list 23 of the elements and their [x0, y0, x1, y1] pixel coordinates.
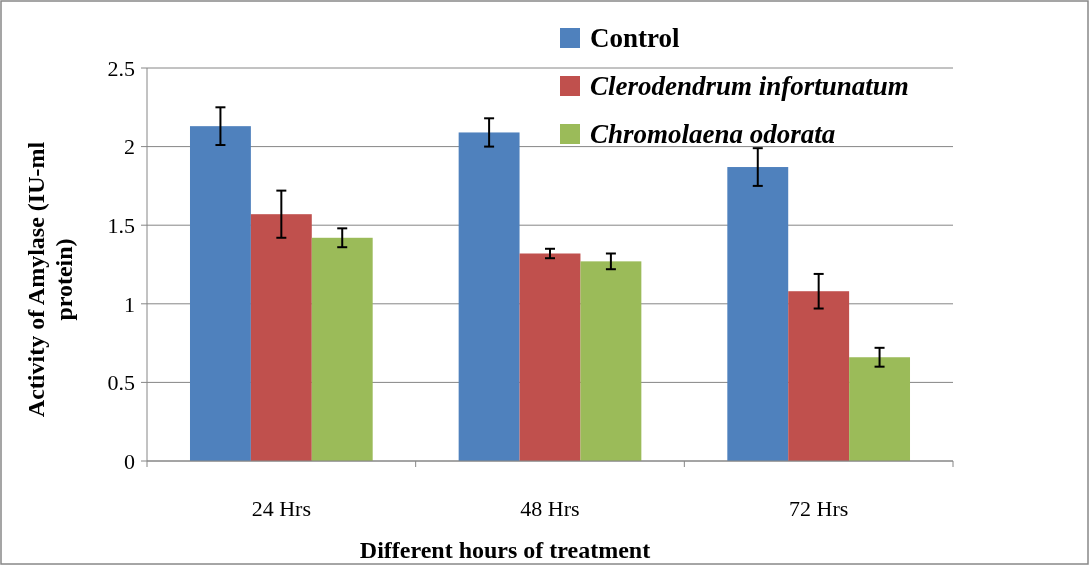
bar	[189, 126, 251, 461]
bar	[458, 132, 520, 461]
bar	[519, 253, 581, 461]
y-tick-label: 0.5	[107, 370, 135, 396]
bar	[311, 237, 373, 461]
bar	[788, 291, 850, 461]
bar	[580, 261, 642, 461]
y-tick-label: 1	[124, 291, 135, 317]
x-tick-label: 24 Hrs	[251, 496, 311, 521]
legend-label: Clerodendrum infortunatum	[590, 71, 909, 102]
y-axis-title: Activity of Amylase (IU-ml protein)	[23, 141, 77, 418]
x-axis-title: Different hours of treatment	[359, 537, 651, 563]
bar	[250, 214, 312, 461]
y-tick-label: 0	[124, 448, 135, 474]
bar	[727, 167, 789, 461]
legend-label: Chromolaena odorata	[590, 119, 836, 150]
y-tick-label: 2.5	[107, 55, 135, 81]
bar	[849, 357, 911, 461]
y-tick-label: 2	[124, 134, 135, 160]
y-tick-label: 1.5	[107, 212, 135, 238]
legend-label: Control	[590, 23, 680, 54]
x-tick-label: 72 Hrs	[789, 496, 849, 521]
x-tick-label: 48 Hrs	[520, 496, 580, 521]
